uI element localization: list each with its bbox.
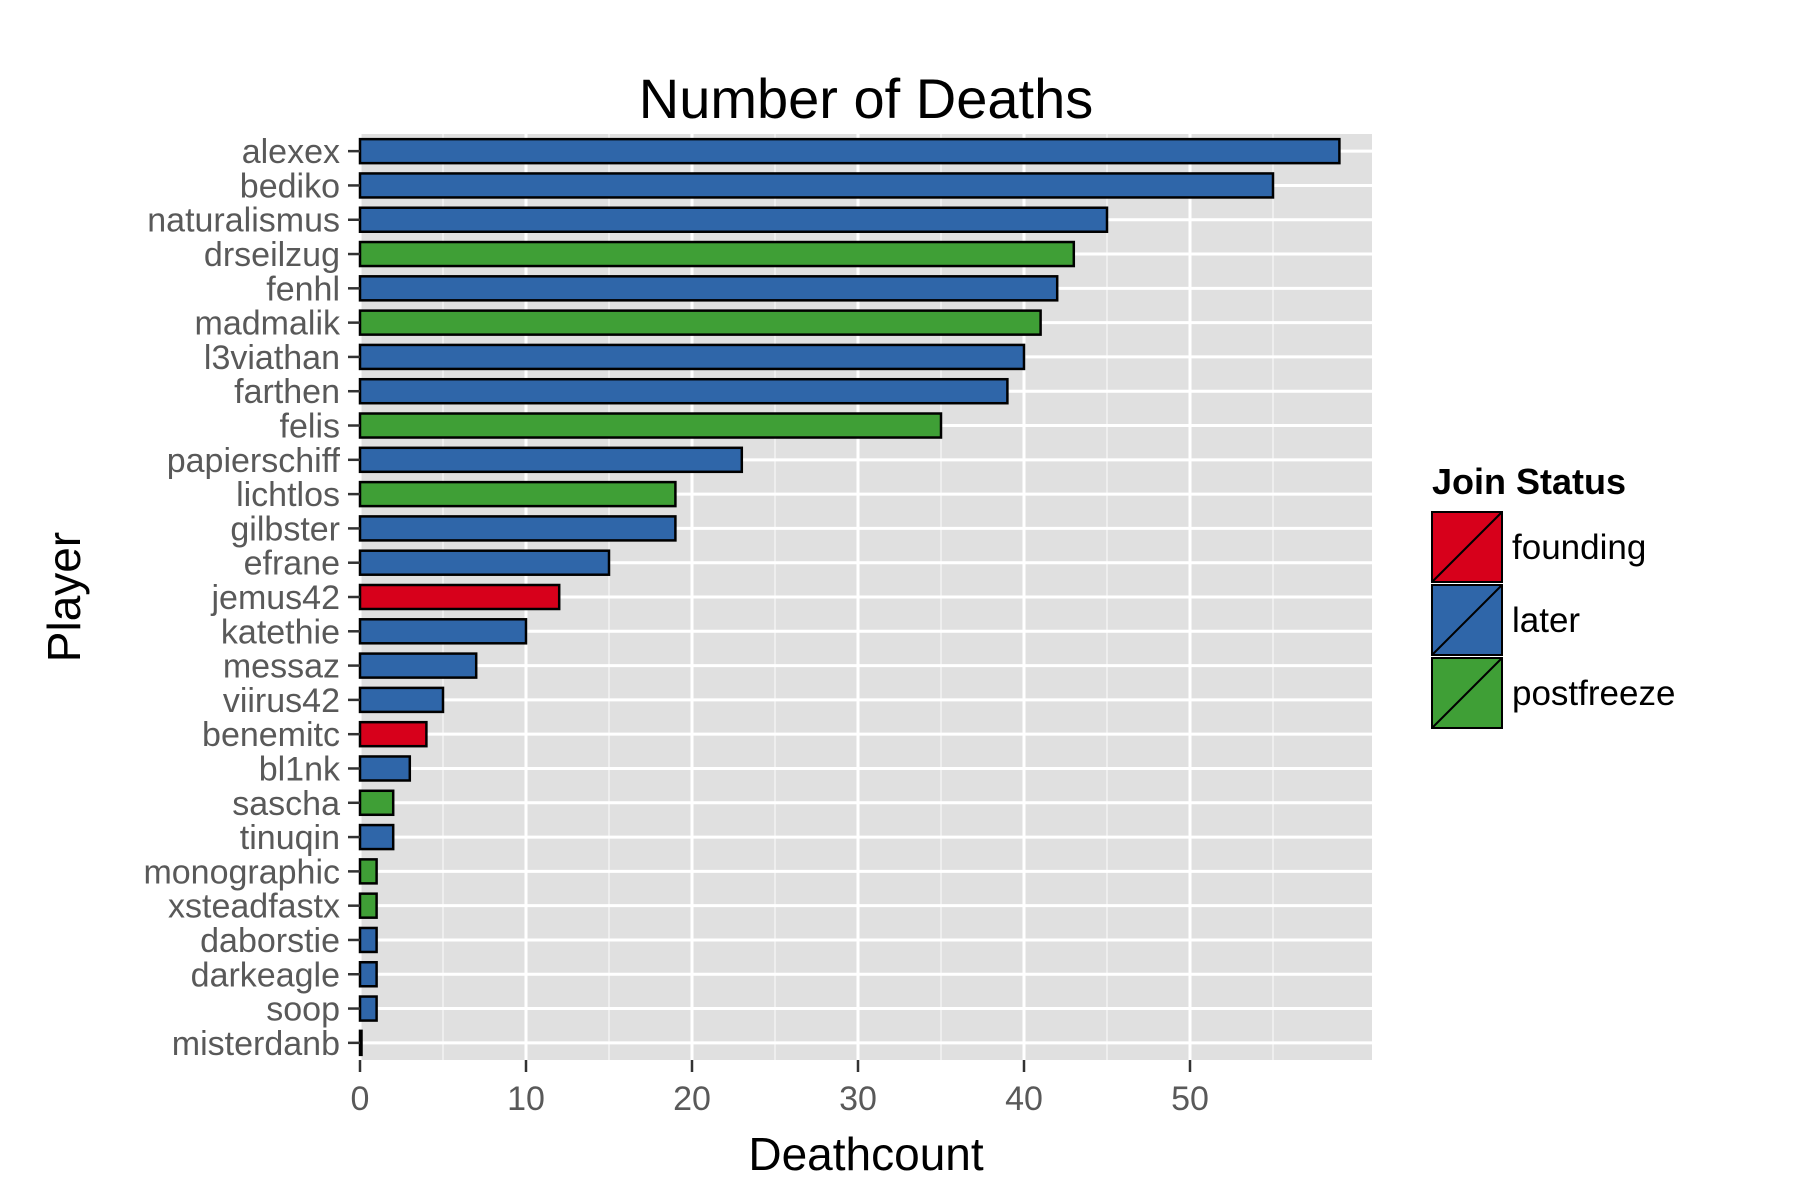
legend-title: Join Status xyxy=(1432,461,1626,502)
bar xyxy=(358,755,412,782)
y-tick-label: benemitc xyxy=(202,716,340,754)
y-tick-label: darkeagle xyxy=(191,956,340,994)
y-tick-label: daborstie xyxy=(200,922,340,960)
x-tick-label: 20 xyxy=(673,1080,711,1118)
y-tick-label: gilbster xyxy=(230,510,340,548)
legend: Join Status founding later postfreeze xyxy=(1431,461,1675,729)
legend-label-later: later xyxy=(1512,601,1580,640)
y-tick-label: bediko xyxy=(240,167,340,205)
x-tick-label: 10 xyxy=(507,1080,545,1118)
bar xyxy=(358,480,677,508)
x-tick-label: 40 xyxy=(1005,1080,1043,1118)
x-axis: 0 10 20 30 40 50 xyxy=(351,1060,1209,1118)
bar xyxy=(358,549,611,576)
bar xyxy=(358,275,1059,302)
y-tick-label: monographic xyxy=(143,853,340,891)
bar xyxy=(358,686,445,714)
y-tick-label: xsteadfastx xyxy=(168,888,340,926)
bar xyxy=(358,172,1275,199)
y-axis-title: Player xyxy=(38,532,90,662)
bar xyxy=(358,823,395,851)
x-axis-title: Deathcount xyxy=(748,1128,983,1180)
bar xyxy=(358,583,561,611)
legend-key-diagonal xyxy=(1431,511,1503,583)
y-tick-label: messaz xyxy=(223,648,340,686)
y-tick-label: fenhl xyxy=(266,270,340,308)
chart-title: Number of Deaths xyxy=(639,67,1093,130)
y-tick-label: naturalismus xyxy=(147,202,340,240)
y-tick-label: l3viathan xyxy=(204,339,340,377)
bar xyxy=(358,1029,363,1057)
bar xyxy=(358,309,1042,336)
y-tick-label: sascha xyxy=(232,785,340,823)
bar xyxy=(358,446,744,474)
bar xyxy=(358,858,378,885)
bar xyxy=(358,720,428,748)
y-tick-label: jemus42 xyxy=(210,579,340,617)
legend-label-founding: founding xyxy=(1512,528,1646,567)
legend-key-diagonal xyxy=(1431,657,1503,729)
y-tick-label: lichtlos xyxy=(236,476,340,514)
y-tick-label: drseilzug xyxy=(204,236,340,274)
y-tick-label: papierschiff xyxy=(167,442,341,480)
bar xyxy=(358,892,378,919)
bar xyxy=(358,789,395,817)
y-axis: alexexbedikonaturalismusdrseilzugfenhlma… xyxy=(143,133,360,1063)
bar xyxy=(358,618,528,645)
x-tick-label: 30 xyxy=(839,1080,877,1118)
y-tick-label: felis xyxy=(280,408,340,446)
x-tick-label: 50 xyxy=(1171,1080,1209,1118)
y-tick-label: misterdanb xyxy=(172,1025,340,1063)
bar xyxy=(358,206,1109,233)
y-tick-label: alexex xyxy=(242,133,340,171)
y-tick-label: soop xyxy=(266,991,340,1029)
bar xyxy=(358,515,677,542)
bar xyxy=(358,137,1341,165)
y-tick-label: efrane xyxy=(244,545,340,583)
bar xyxy=(358,995,378,1022)
y-tick-label: katethie xyxy=(221,613,340,651)
legend-key-diagonal xyxy=(1431,584,1503,656)
y-tick-label: tinuqin xyxy=(240,819,340,857)
legend-label-postfreeze: postfreeze xyxy=(1512,674,1675,713)
bar xyxy=(358,343,1026,371)
y-tick-label: madmalik xyxy=(195,305,341,343)
y-tick-label: viirus42 xyxy=(223,682,340,720)
bar xyxy=(358,926,378,954)
y-tick-label: farthen xyxy=(234,373,340,411)
x-tick-label: 0 xyxy=(351,1080,370,1118)
bar xyxy=(358,412,943,439)
bar xyxy=(358,652,478,679)
bar xyxy=(358,961,378,988)
bar xyxy=(358,240,1076,268)
bar xyxy=(358,377,1009,405)
y-tick-label: bl1nk xyxy=(259,750,341,788)
